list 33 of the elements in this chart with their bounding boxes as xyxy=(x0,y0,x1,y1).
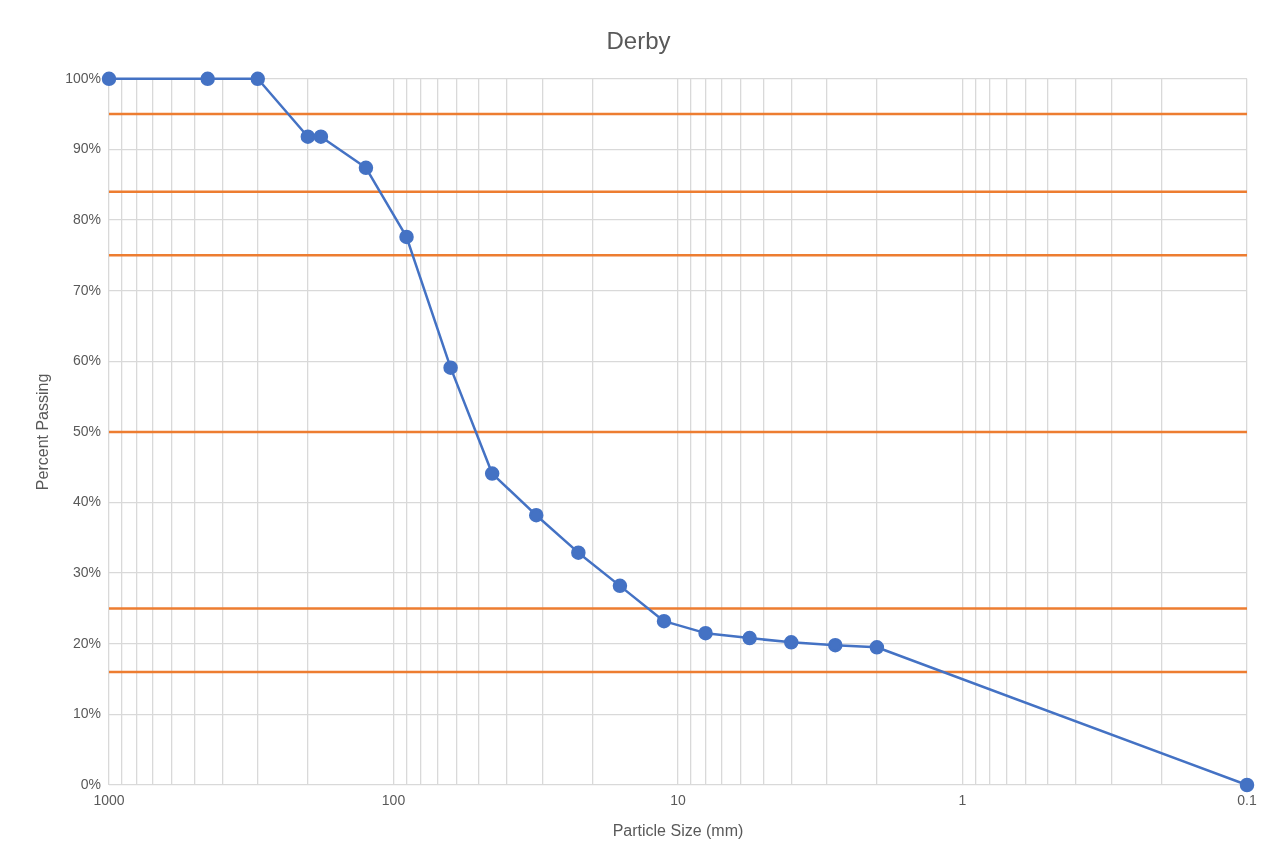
point xyxy=(313,129,329,144)
point xyxy=(869,640,885,655)
x-tick-label: 100 xyxy=(381,792,406,809)
y-tick-label: 80% xyxy=(72,210,102,227)
y-tick-label: 40% xyxy=(72,493,102,510)
x-tick-label: 0.1 xyxy=(1237,792,1257,809)
y-tick-label: 90% xyxy=(72,140,102,157)
chart-title: Derby xyxy=(606,27,671,55)
point xyxy=(828,637,843,653)
y-tick-label: 10% xyxy=(72,705,102,722)
x-tick-label: 10 xyxy=(670,792,686,809)
point xyxy=(358,160,374,176)
point xyxy=(528,507,544,523)
y-tick-label: 70% xyxy=(72,281,102,298)
point xyxy=(742,630,757,646)
x-tick-label: 1000 xyxy=(93,792,125,809)
y-tick-label: 20% xyxy=(72,634,102,651)
point xyxy=(783,635,799,650)
x-tick-label: 1 xyxy=(958,792,967,809)
y-tick-label: 100% xyxy=(65,69,102,86)
x-axis-title: Particle Size (mm) xyxy=(612,821,744,839)
y-tick-label: 0% xyxy=(80,775,102,792)
point xyxy=(698,625,713,641)
point xyxy=(484,466,500,481)
y-axis-title: Percent Passing xyxy=(34,373,52,491)
point xyxy=(399,229,414,245)
point xyxy=(571,545,586,560)
point xyxy=(656,613,672,629)
y-tick-label: 30% xyxy=(72,564,102,580)
point xyxy=(612,578,628,594)
y-tick-label: 50% xyxy=(72,422,102,439)
point xyxy=(443,360,458,375)
y-tick-label: 60% xyxy=(72,352,102,369)
